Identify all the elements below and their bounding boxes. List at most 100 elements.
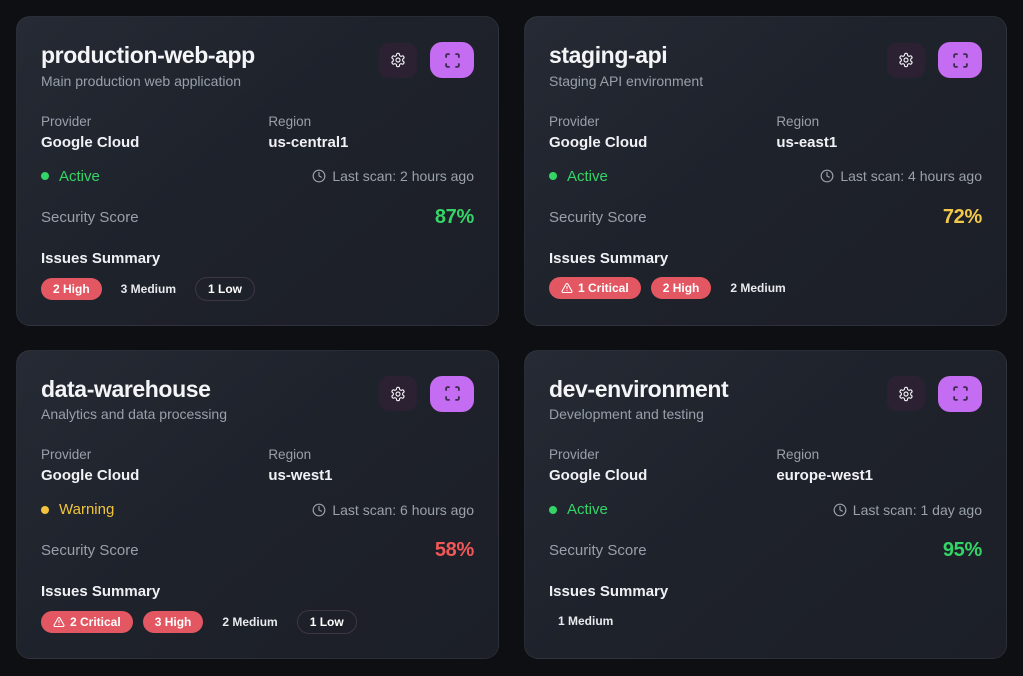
security-score-label: Security Score (549, 542, 647, 560)
security-score-value: 95% (942, 539, 982, 562)
last-scan: Last scan: 6 hours ago (312, 502, 474, 518)
project-description: Development and testing (549, 406, 704, 423)
issue-badge-medium: 2 Medium (721, 277, 794, 299)
issue-badge-low: 1 Low (195, 276, 256, 301)
issue-badges: 1 Medium (549, 610, 982, 632)
settings-button[interactable] (379, 376, 417, 412)
project-card-staging-api: staging-api Staging API environment Prov… (524, 16, 1007, 326)
project-description: Analytics and data processing (41, 406, 227, 423)
settings-button[interactable] (379, 42, 417, 78)
issue-badge-medium: 3 Medium (112, 278, 185, 300)
scan-button[interactable] (430, 375, 474, 412)
scan-frame-icon (444, 385, 461, 402)
clock-icon (833, 503, 847, 517)
issue-badge-critical: 2 Critical (41, 611, 133, 634)
badge-label: 1 Medium (558, 614, 614, 629)
card-actions (887, 42, 982, 78)
badge-label: 2 High (662, 280, 700, 295)
issue-badge-medium: 1 Medium (549, 610, 622, 632)
card-header: production-web-app Main production web a… (41, 42, 474, 89)
scan-button[interactable] (938, 42, 982, 78)
issues-summary-label: Issues Summary (549, 583, 669, 601)
settings-button[interactable] (887, 42, 925, 78)
provider-value: Google Cloud (41, 467, 140, 485)
card-titles: data-warehouse Analytics and data proces… (41, 376, 227, 423)
provider-label: Provider (549, 113, 600, 129)
badge-label: 2 Medium (730, 280, 786, 295)
scan-button[interactable] (430, 42, 474, 78)
status-row: Warning Last scan: 6 hours ago (41, 501, 474, 518)
meta-grid: Provider Google Cloud Region europe-west… (549, 447, 982, 484)
issues-section: Issues Summary 2 Critical 3 High 2 Mediu… (41, 583, 474, 635)
issues-summary-label: Issues Summary (549, 249, 669, 267)
gear-icon (390, 52, 406, 68)
provider-label: Provider (41, 447, 92, 463)
project-card-data-warehouse: data-warehouse Analytics and data proces… (16, 349, 499, 660)
card-titles: production-web-app Main production web a… (41, 42, 255, 89)
region-label: Region (776, 113, 820, 129)
provider-block: Provider Google Cloud (549, 447, 776, 484)
provider-block: Provider Google Cloud (41, 114, 268, 151)
score-row: Security Score 95% (549, 539, 982, 562)
status-badge: Active (41, 168, 100, 185)
region-label: Region (268, 113, 312, 129)
card-titles: staging-api Staging API environment (549, 42, 703, 89)
status-badge: Active (549, 501, 608, 518)
settings-button[interactable] (887, 376, 925, 412)
last-scan: Last scan: 4 hours ago (820, 168, 982, 184)
status-badge: Active (549, 168, 608, 185)
provider-block: Provider Google Cloud (549, 114, 776, 151)
scan-frame-icon (444, 52, 461, 69)
provider-value: Google Cloud (549, 133, 648, 151)
clock-icon (312, 503, 326, 517)
security-score-label: Security Score (549, 208, 647, 226)
region-value: europe-west1 (776, 467, 874, 485)
last-scan-label: Last scan: 2 hours ago (332, 168, 474, 185)
meta-grid: Provider Google Cloud Region us-west1 (41, 447, 474, 484)
warning-triangle-icon (561, 282, 573, 294)
security-score-value: 58% (434, 539, 474, 562)
last-scan-label: Last scan: 6 hours ago (332, 501, 474, 518)
project-description: Main production web application (41, 72, 242, 89)
score-row: Security Score 72% (549, 206, 982, 229)
last-scan-label: Last scan: 4 hours ago (840, 168, 982, 185)
scan-frame-icon (952, 52, 969, 69)
security-score-label: Security Score (41, 208, 139, 226)
region-label: Region (776, 447, 820, 463)
status-row: Active Last scan: 4 hours ago (549, 168, 982, 185)
region-block: Region us-west1 (268, 447, 474, 484)
card-header: staging-api Staging API environment (549, 42, 982, 89)
issue-badge-medium: 2 Medium (213, 611, 286, 633)
card-actions (887, 375, 982, 412)
issues-section: Issues Summary 1 Critical 2 High 2 Mediu… (549, 250, 982, 299)
issue-badge-high: 3 High (142, 611, 204, 634)
issues-summary-label: Issues Summary (41, 249, 161, 267)
issue-badge-high: 2 High (41, 277, 102, 300)
gear-icon (898, 386, 914, 402)
card-titles: dev-environment Development and testing (549, 375, 729, 423)
project-title: staging-api (549, 42, 668, 68)
badge-label: 3 High (154, 615, 192, 630)
region-block: Region us-central1 (268, 114, 474, 151)
clock-icon (312, 169, 326, 183)
last-scan: Last scan: 1 day ago (833, 502, 982, 518)
project-title: dev-environment (549, 375, 729, 402)
badge-label: 2 Medium (222, 615, 278, 630)
status-row: Active Last scan: 2 hours ago (41, 168, 474, 185)
badge-label: 1 Low (208, 281, 243, 296)
scan-frame-icon (952, 385, 969, 402)
clock-icon (820, 169, 834, 183)
project-title: production-web-app (41, 42, 255, 68)
status-badge: Warning (41, 501, 114, 518)
issue-badges: 1 Critical 2 High 2 Medium (549, 276, 982, 299)
provider-value: Google Cloud (41, 133, 140, 151)
issue-badges: 2 Critical 3 High 2 Medium 1 Low (41, 610, 474, 635)
status-row: Active Last scan: 1 day ago (549, 501, 982, 518)
issue-badges: 2 High 3 Medium 1 Low (41, 276, 474, 301)
score-row: Security Score 87% (41, 206, 474, 229)
scan-button[interactable] (938, 375, 982, 412)
provider-label: Provider (41, 113, 92, 129)
region-value: us-central1 (268, 133, 349, 151)
status-dot (41, 172, 49, 181)
